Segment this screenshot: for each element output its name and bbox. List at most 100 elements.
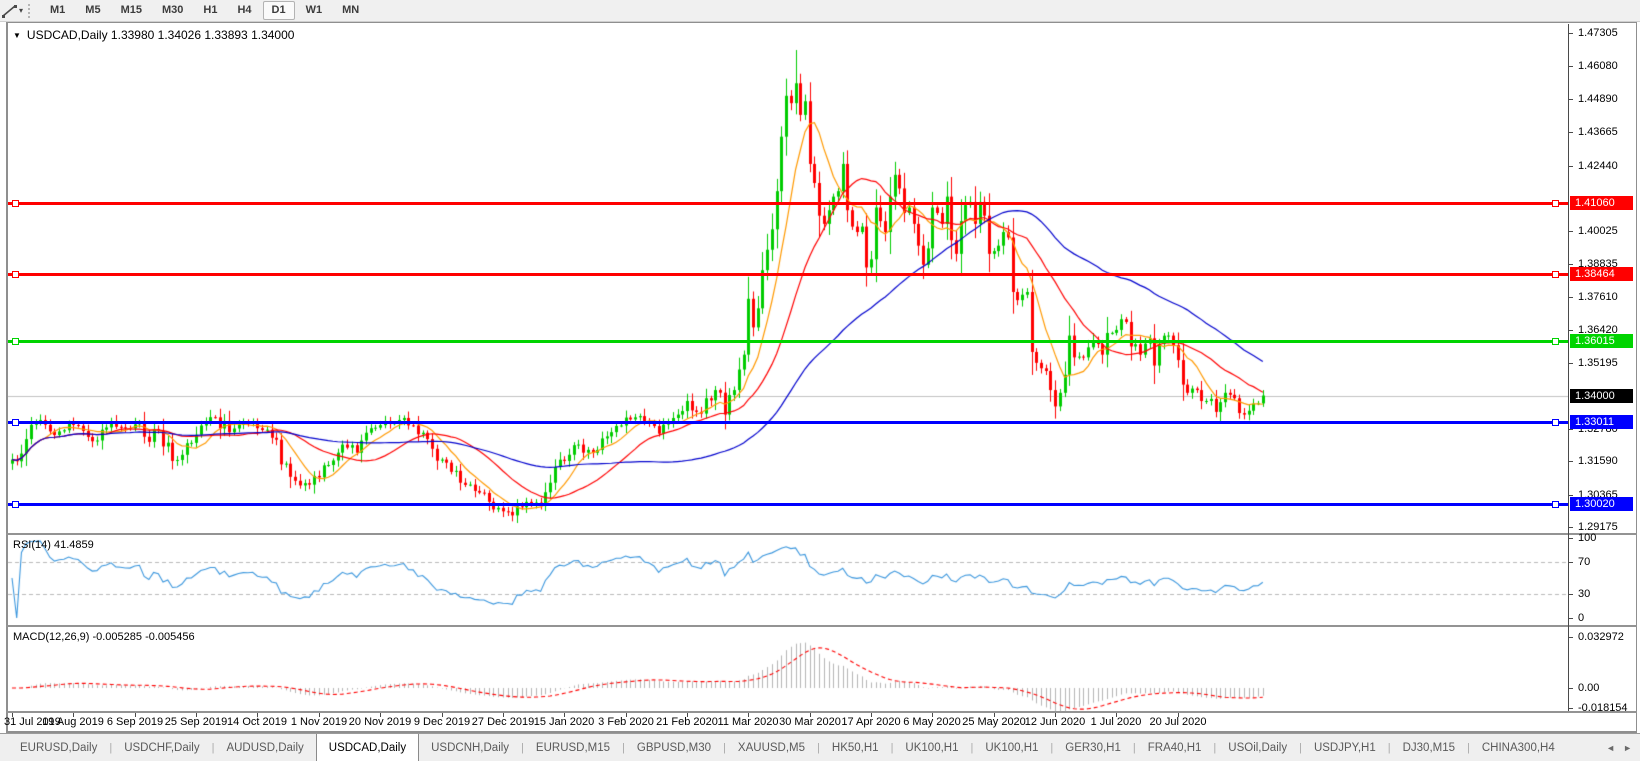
price-axis-tickmark — [1568, 33, 1573, 34]
price-axis-tick-label: 1.44890 — [1578, 93, 1618, 105]
time-axis-date-label: 20 Jul 2020 — [1149, 716, 1207, 728]
timeframe-button-m1[interactable]: M1 — [50, 4, 66, 16]
price-axis-tick-label: 1.46080 — [1578, 60, 1618, 72]
timeframe-button-w1[interactable]: W1 — [305, 4, 323, 16]
chart-window-border-bottom — [6, 731, 1637, 733]
price-axis-tickmark — [1568, 99, 1573, 100]
rsi-indicator-canvas[interactable] — [8, 535, 1568, 625]
chart-title-ohlc-text: USDCAD,Daily 1.33980 1.34026 1.33893 1.3… — [26, 28, 295, 42]
price-chart-canvas[interactable] — [8, 24, 1568, 533]
tool-dropdown-caret-icon[interactable]: ▾ — [19, 6, 24, 15]
tab-separator: | — [109, 741, 113, 754]
symbol-tab-xauusd-m5[interactable]: XAUUSD,M5 — [737, 741, 806, 754]
time-axis-tickmark — [748, 713, 749, 717]
price-axis-tick-label: 1.29175 — [1578, 521, 1618, 533]
tab-scroll-left-button[interactable]: ◄ — [1606, 742, 1616, 753]
horizontal-line-1.38464[interactable] — [8, 273, 1568, 276]
line-drag-handle[interactable] — [12, 200, 19, 207]
time-axis-date-label: 1 Jul 2020 — [1090, 716, 1142, 728]
rsi-axis-tickmark — [1568, 594, 1573, 595]
horizontal-line-1.36015[interactable] — [8, 340, 1568, 343]
horizontal-line-1.41060[interactable] — [8, 202, 1568, 205]
macd-axis-label: 0.00 — [1578, 682, 1600, 694]
tab-separator: | — [1387, 741, 1391, 754]
tab-scroll-right-button[interactable]: ► — [1623, 742, 1632, 753]
time-axis-date-label: 6 May 2020 — [903, 716, 961, 728]
symbol-tab-usdchf-daily[interactable]: USDCHF,Daily — [124, 741, 200, 754]
time-axis-tickmark — [932, 713, 933, 717]
time-axis-tickmark — [994, 713, 995, 717]
symbol-tab-usdcnh-daily[interactable]: USDCNH,Daily — [431, 741, 510, 754]
time-axis-tickmark — [626, 713, 627, 717]
tab-separator: | — [1050, 741, 1054, 754]
price-axis-tickmark — [1568, 461, 1573, 462]
price-axis-tickmark — [1568, 231, 1573, 232]
timeframe-button-mn[interactable]: MN — [342, 4, 360, 16]
line-drag-handle[interactable] — [12, 501, 19, 508]
time-axis-tickmark — [12, 713, 13, 717]
chart-window-border-left — [6, 22, 8, 733]
timeframe-button-h4[interactable]: H4 — [237, 4, 252, 16]
tab-separator: | — [521, 741, 524, 754]
time-axis-tickmark — [257, 713, 258, 717]
symbol-tab-ger30-h1[interactable]: GER30,H1 — [1065, 741, 1121, 754]
time-axis-tickmark — [503, 713, 504, 717]
horizontal-line-1.30020[interactable] — [8, 503, 1568, 506]
price-axis-tickmark — [1568, 264, 1573, 265]
toolbar-grip-handle[interactable] — [28, 3, 34, 18]
symbol-tab-gbpusd-m30[interactable]: GBPUSD,M30 — [636, 741, 712, 754]
symbol-tab-uk100-h1[interactable]: UK100,H1 — [905, 741, 959, 754]
timeframe-button-d1[interactable]: D1 — [262, 1, 295, 20]
line-drag-handle[interactable] — [1552, 271, 1559, 278]
price-axis-tick-label: 1.47305 — [1578, 27, 1618, 39]
line-drag-handle[interactable] — [1552, 200, 1559, 207]
time-axis-date-label: 6 Sep 2019 — [106, 716, 164, 728]
macd-indicator-canvas[interactable] — [8, 627, 1568, 711]
timeframe-button-m15[interactable]: M15 — [120, 4, 142, 16]
line-drag-handle[interactable] — [12, 271, 19, 278]
symbol-tab-china300-h4[interactable]: CHINA300,H4 — [1481, 741, 1555, 754]
symbol-tab-uk100-h1[interactable]: UK100,H1 — [985, 741, 1039, 754]
rsi-axis-tickmark — [1568, 618, 1573, 619]
rsi-axis-label: 100 — [1578, 532, 1597, 544]
symbol-tab-fra40-h1[interactable]: FRA40,H1 — [1147, 741, 1202, 754]
tab-separator: | — [1213, 741, 1217, 754]
symbol-tab-usdcad-daily[interactable]: USDCAD,Daily — [315, 734, 420, 761]
time-axis-tickmark — [1116, 713, 1117, 717]
symbol-tab-dj30-m15[interactable]: DJ30,M15 — [1402, 741, 1456, 754]
price-axis-tick-label: 1.43665 — [1578, 126, 1618, 138]
symbol-tab-usdjpy-h1[interactable]: USDJPY,H1 — [1313, 741, 1376, 754]
timeframe-buttons: M1 M5 M15 M30 H1 H4 D1 W1 MN — [40, 1, 369, 20]
symbol-dropdown-caret-icon[interactable]: ▼ — [13, 30, 21, 40]
line-drag-handle[interactable] — [12, 338, 19, 345]
line-drag-handle[interactable] — [1552, 419, 1559, 426]
price-axis-tickmark — [1568, 363, 1573, 364]
timeframe-toolbar: ▾ M1 M5 M15 M30 H1 H4 D1 W1 MN — [0, 0, 1640, 22]
price-axis-border — [1568, 24, 1569, 711]
line-drag-handle[interactable] — [1552, 501, 1559, 508]
panel-separator-main-rsi[interactable] — [6, 533, 1637, 535]
horizontal-line-1.33011[interactable] — [8, 421, 1568, 424]
line-price-label: 1.36015 — [1570, 334, 1633, 348]
trendline-tool-icon[interactable] — [1, 3, 19, 19]
chart-title-bar[interactable]: ▼ USDCAD,Daily 1.33980 1.34026 1.33893 1… — [13, 28, 294, 42]
time-axis-tickmark — [73, 713, 74, 717]
line-drag-handle[interactable] — [12, 419, 19, 426]
time-axis-date-label: 31 Jul 2019 — [4, 716, 61, 728]
price-axis-tickmark — [1568, 66, 1573, 67]
symbol-tab-usoil-daily[interactable]: USOil,Daily — [1228, 741, 1288, 754]
time-axis-date-label: 25 May 2020 — [962, 716, 1026, 728]
symbol-tab-bar: EURUSD,Daily | USDCHF,Daily | AUDUSD,Daily US… — [0, 733, 1640, 761]
price-axis-tick-label: 1.42440 — [1578, 160, 1618, 172]
panel-separator-rsi-macd[interactable] — [6, 625, 1637, 627]
tab-separator: | — [723, 741, 726, 754]
symbol-tab-audusd-daily[interactable]: AUDUSD,Daily — [226, 741, 304, 754]
symbol-tab-eurusd-m15[interactable]: EURUSD,M15 — [535, 741, 611, 754]
timeframe-button-m30[interactable]: M30 — [161, 4, 184, 16]
symbol-tab-hk50-h1[interactable]: HK50,H1 — [831, 741, 879, 754]
timeframe-button-h1[interactable]: H1 — [203, 4, 218, 16]
line-drag-handle[interactable] — [1552, 338, 1559, 345]
macd-axis-label: 0.032972 — [1578, 631, 1624, 643]
symbol-tab-eurusd-daily[interactable]: EURUSD,Daily — [20, 741, 98, 754]
timeframe-button-m5[interactable]: M5 — [85, 4, 101, 16]
